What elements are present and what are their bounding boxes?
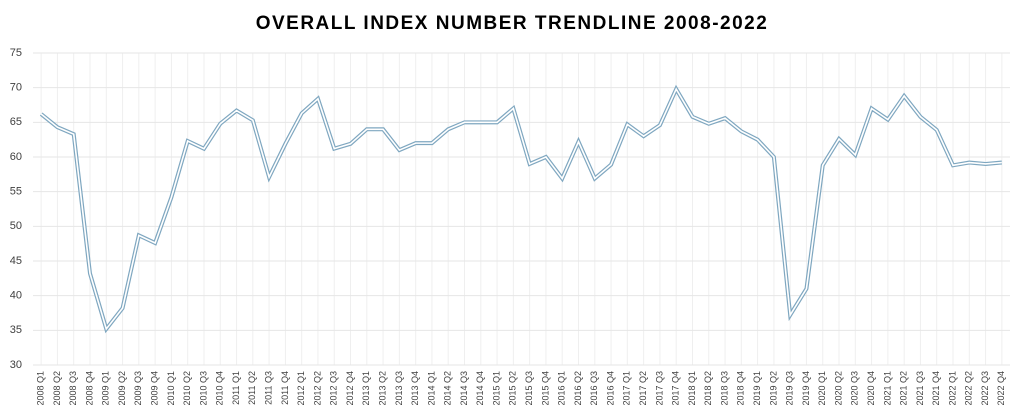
x-tick-label: 2019 Q4	[801, 371, 811, 406]
y-tick-label: 40	[10, 290, 22, 302]
x-tick-label: 2020 Q1	[817, 371, 827, 406]
x-tick-label: 2008 Q4	[84, 371, 94, 406]
x-tick-label: 2010 Q4	[215, 371, 225, 406]
x-tick-label: 2013 Q1	[361, 371, 371, 406]
y-tick-label: 30	[10, 359, 22, 371]
x-tick-label: 2018 Q4	[736, 371, 746, 406]
x-tick-label: 2014 Q1	[426, 371, 436, 406]
x-tick-label: 2018 Q3	[719, 371, 729, 406]
x-tick-label: 2010 Q2	[182, 371, 192, 406]
x-tick-label: 2018 Q1	[687, 371, 697, 406]
chart-title: OVERALL INDEX NUMBER TRENDLINE 2008-2022	[256, 13, 769, 34]
x-tick-label: 2016 Q2	[573, 371, 583, 406]
x-tick-label: 2021 Q2	[899, 371, 909, 406]
y-tick-label: 60	[10, 151, 22, 163]
x-tick-label: 2018 Q2	[703, 371, 713, 406]
x-tick-label: 2021 Q3	[915, 371, 925, 406]
x-tick-label: 2016 Q3	[589, 371, 599, 406]
x-tick-label: 2011 Q1	[231, 371, 241, 405]
x-tick-label: 2009 Q2	[117, 371, 127, 406]
x-tick-label: 2019 Q1	[752, 371, 762, 406]
x-tick-label: 2015 Q3	[524, 371, 534, 406]
x-tick-label: 2012 Q4	[345, 371, 355, 406]
x-tick-label: 2013 Q4	[410, 371, 420, 406]
x-tick-label: 2017 Q3	[654, 371, 664, 406]
x-tick-label: 2009 Q1	[101, 371, 111, 406]
x-tick-label: 2022 Q3	[980, 371, 990, 406]
x-tick-label: 2014 Q3	[459, 371, 469, 406]
y-tick-label: 55	[10, 186, 22, 198]
line-outline	[39, 84, 1003, 334]
x-tick-label: 2013 Q2	[377, 371, 387, 406]
x-tick-label: 2017 Q2	[638, 371, 648, 406]
x-tick-label: 2021 Q4	[931, 371, 941, 406]
y-tick-label: 65	[10, 116, 22, 128]
x-tick-label: 2020 Q4	[866, 371, 876, 406]
x-tick-label: 2008 Q1	[36, 371, 46, 406]
x-tick-label: 2019 Q2	[768, 371, 778, 406]
x-tick-label: 2012 Q3	[329, 371, 339, 406]
x-tick-label: 2011 Q4	[280, 371, 290, 405]
x-tick-label: 2010 Q1	[166, 371, 176, 406]
x-tick-label: 2020 Q3	[850, 371, 860, 406]
x-tick-label: 2019 Q3	[785, 371, 795, 406]
y-tick-label: 35	[10, 324, 22, 336]
x-tick-label: 2009 Q3	[133, 371, 143, 406]
y-tick-label: 75	[10, 47, 22, 59]
x-tick-label: 2022 Q1	[947, 371, 957, 406]
x-tick-label: 2008 Q3	[68, 371, 78, 406]
x-tick-label: 2020 Q2	[833, 371, 843, 406]
x-tick-label: 2008 Q2	[52, 371, 62, 406]
x-tick-label: 2015 Q4	[540, 371, 550, 406]
x-tick-label: 2016 Q4	[605, 371, 615, 406]
x-tick-label: 2016 Q1	[557, 371, 567, 406]
x-tick-label: 2010 Q3	[198, 371, 208, 406]
y-tick-label: 70	[10, 82, 22, 94]
x-tick-label: 2012 Q2	[312, 371, 322, 406]
y-tick-label: 45	[10, 255, 22, 267]
x-tick-label: 2015 Q2	[508, 371, 518, 406]
y-tick-label: 50	[10, 220, 22, 232]
x-tick-label: 2017 Q1	[622, 371, 632, 406]
x-tick-label: 2009 Q4	[150, 371, 160, 406]
x-tick-label: 2011 Q2	[247, 371, 257, 405]
x-tick-label: 2011 Q3	[263, 371, 273, 405]
line-inner	[40, 87, 1002, 331]
x-tick-label: 2014 Q2	[443, 371, 453, 406]
x-tick-label: 2015 Q1	[491, 371, 501, 406]
x-tick-label: 2022 Q2	[964, 371, 974, 406]
x-tick-label: 2017 Q4	[671, 371, 681, 406]
x-tick-label: 2012 Q1	[296, 371, 306, 406]
x-tick-label: 2021 Q1	[882, 371, 892, 406]
x-tick-label: 2013 Q3	[394, 371, 404, 406]
x-tick-label: 2022 Q4	[996, 371, 1006, 406]
x-tick-label: 2014 Q4	[475, 371, 485, 406]
